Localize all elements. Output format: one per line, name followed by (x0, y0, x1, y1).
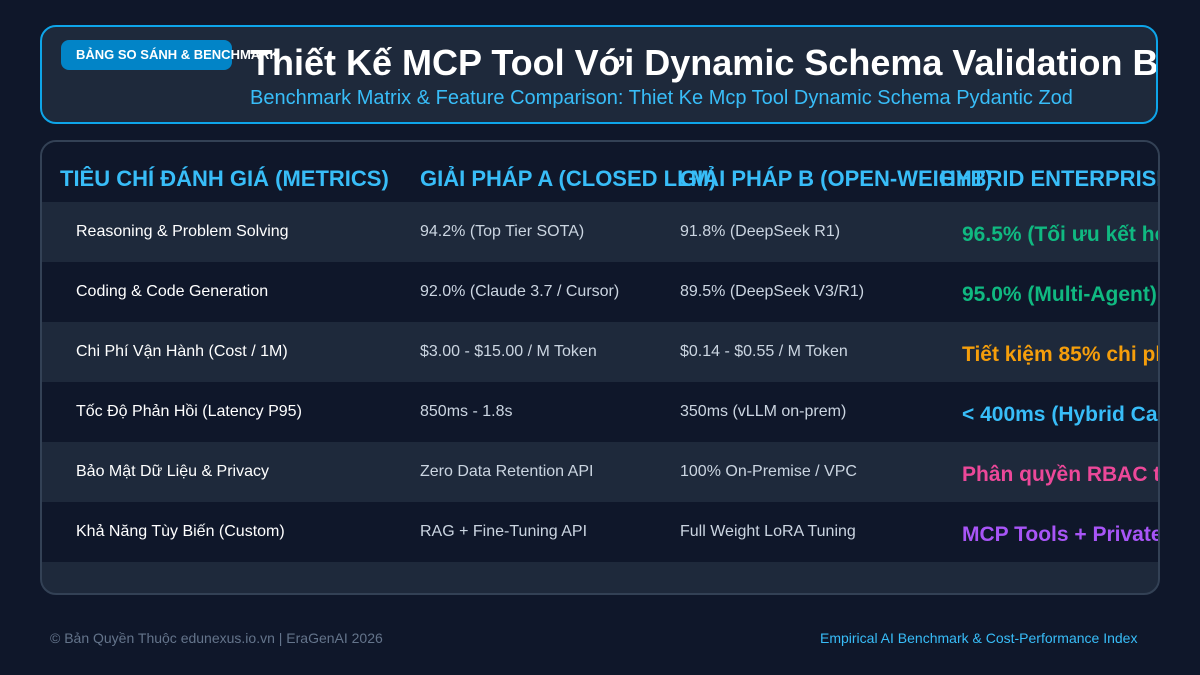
hybrid-value: Phân quyền RBAC tuyệt đối (962, 463, 1160, 486)
page-subtitle: Benchmark Matrix & Feature Comparison: T… (250, 87, 1073, 109)
page-title: Thiết Kế MCP Tool Với Dynamic Schema Val… (250, 42, 1158, 83)
footer-copyright: © Bản Quyền Thuộc edunexus.io.vn | EraGe… (50, 630, 383, 646)
solution-b-cell: 100% On-Premise / VPC (680, 463, 857, 480)
solution-a-cell: 92.0% (Claude 3.7 / Cursor) (420, 283, 620, 300)
metric-cell: Chi Phí Vận Hành (Cost / 1M) (60, 322, 288, 382)
section-badge: BẢNG SO SÁNH & BENCHMARK (61, 40, 279, 70)
solution-b-cell: 89.5% (DeepSeek V3/R1) (680, 283, 865, 300)
hybrid-cell: Phân quyền RBAC tuyệt đối (940, 445, 1160, 505)
table-row: Tốc Độ Phản Hồi (Latency P95) 850ms - 1.8… (42, 382, 1158, 442)
hybrid-value: < 400ms (Hybrid Cache) (962, 403, 1158, 426)
table-row: Coding & Code Generation 92.0% (Claude 3.… (42, 262, 1158, 322)
table-row: Reasoning & Problem Solving 94.2% (Top Ti… (42, 202, 1158, 262)
hybrid-cell: < 400ms (Hybrid Cache) (940, 385, 1158, 445)
hybrid-cell: 96.5% (Tối ưu kết hợp) (940, 205, 1158, 265)
hybrid-cell: 95.0% (Multi-Agent) (940, 265, 1157, 325)
solution-b-cell: 91.8% (DeepSeek R1) (680, 223, 841, 240)
metric-label: Chi Phí Vận Hành (Cost / 1M) (76, 343, 288, 360)
column-header-hybrid: HYBRID ENTERPRISE STACK (940, 166, 1160, 191)
footer-tagline: Empirical AI Benchmark & Cost-Performanc… (820, 630, 1138, 646)
hybrid-value: Tiết kiệm 85% chi phí (962, 343, 1160, 366)
metric-cell: Khả Năng Tùy Biến (Custom) (60, 502, 285, 562)
metric-cell: Coding & Code Generation (60, 262, 268, 322)
solution-a-cell: Zero Data Retention API (420, 463, 594, 480)
metric-label: Bảo Mật Dữ Liệu & Privacy (76, 463, 270, 480)
column-header-metrics: TIÊU CHÍ ĐÁNH GIÁ (METRICS) (60, 166, 389, 191)
solution-a-cell: $3.00 - $15.00 / M Token (420, 343, 597, 360)
column-header-solution-b: GIẢI PHÁP B (OPEN-WEIGHT) (680, 166, 993, 191)
solution-b-cell: Full Weight LoRA Tuning (680, 523, 856, 540)
metric-label: Coding & Code Generation (76, 283, 269, 300)
metric-label: Reasoning & Problem Solving (76, 223, 289, 240)
hybrid-cell: Tiết kiệm 85% chi phí (940, 325, 1160, 385)
solution-b-cell: 350ms (vLLM on-prem) (680, 403, 847, 420)
column-header-solution-a: GIẢI PHÁP A (CLOSED LLM) (420, 166, 717, 191)
metric-cell: Tốc Độ Phản Hồi (Latency P95) (60, 382, 302, 442)
solution-b-cell: $0.14 - $0.55 / M Token (680, 343, 848, 360)
metric-label: Khả Năng Tùy Biến (Custom) (76, 523, 285, 540)
hybrid-value: 96.5% (Tối ưu kết hợp) (962, 223, 1158, 246)
metric-cell: Bảo Mật Dữ Liệu & Privacy (60, 442, 269, 502)
metric-cell: Reasoning & Problem Solving (60, 202, 289, 262)
comparison-table: TIÊU CHÍ ĐÁNH GIÁ (METRICS) GIẢI PHÁP A … (40, 140, 1160, 595)
solution-a-cell: 94.2% (Top Tier SOTA) (420, 223, 585, 240)
table-row: Chi Phí Vận Hành (Cost / 1M) $3.00 - $15.… (42, 322, 1158, 382)
hybrid-value: 95.0% (Multi-Agent) (962, 283, 1157, 306)
table-row: Bảo Mật Dữ Liệu & Privacy Zero Data Reten… (42, 442, 1158, 502)
header-card: BẢNG SO SÁNH & BENCHMARK Thiết Kế MCP To… (40, 25, 1158, 124)
table-header: TIÊU CHÍ ĐÁNH GIÁ (METRICS) GIẢI PHÁP A … (42, 142, 1158, 202)
metric-label: Tốc Độ Phản Hồi (Latency P95) (76, 403, 302, 420)
solution-a-cell: RAG + Fine-Tuning API (420, 523, 588, 540)
hybrid-cell: MCP Tools + Private RAG (940, 505, 1160, 565)
solution-a-cell: 850ms - 1.8s (420, 403, 513, 420)
hybrid-value: MCP Tools + Private RAG (962, 523, 1160, 546)
table-row: Khả Năng Tùy Biến (Custom) RAG + Fine-Tun… (42, 502, 1158, 562)
